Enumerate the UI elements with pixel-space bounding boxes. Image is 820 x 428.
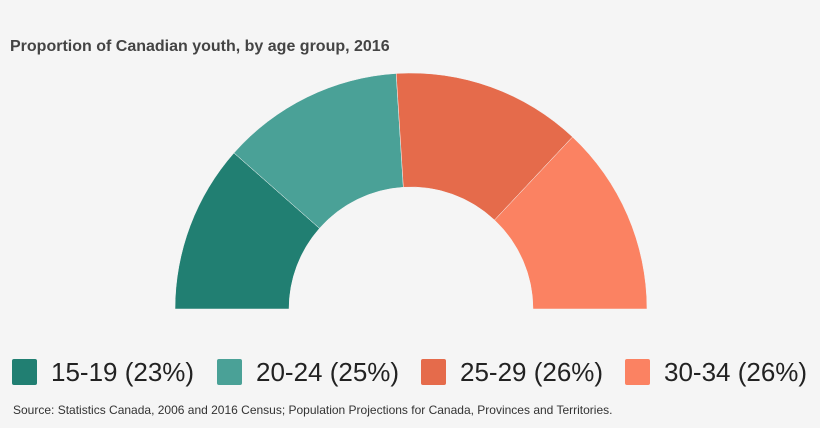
legend: 15-19 (23%) 20-24 (25%) 25-29 (26%) 30-3…	[0, 355, 820, 389]
legend-item-25-29: 25-29 (26%)	[421, 355, 603, 389]
legend-item-30-34: 30-34 (26%)	[625, 355, 807, 389]
legend-item-15-19: 15-19 (23%)	[12, 355, 194, 389]
slice-30-34	[494, 136, 648, 310]
chart-title: Proportion of Canadian youth, by age gro…	[10, 38, 390, 55]
legend-swatch	[12, 359, 37, 385]
legend-swatch	[217, 359, 242, 385]
source-note: Source: Statistics Canada, 2006 and 2016…	[13, 403, 613, 417]
legend-label: 30-34 (26%)	[664, 356, 808, 387]
legend-label: 25-29 (26%)	[460, 356, 604, 387]
legend-swatch	[625, 359, 650, 385]
legend-item-20-24: 20-24 (25%)	[217, 355, 399, 389]
half-donut-chart	[174, 72, 648, 310]
legend-swatch	[421, 359, 446, 385]
legend-label: 15-19 (23%)	[51, 356, 195, 387]
slice-25-29	[395, 72, 573, 221]
legend-label: 20-24 (25%)	[256, 356, 400, 387]
